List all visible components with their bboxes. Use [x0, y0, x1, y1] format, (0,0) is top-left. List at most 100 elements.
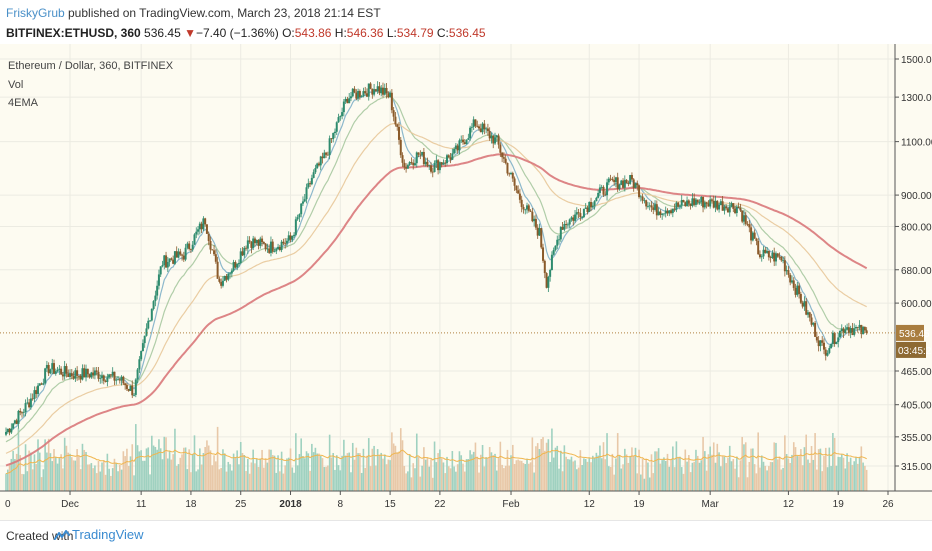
chart-area[interactable]: 1500.00 1300.00 1100.00 900.00 800.00 680.00 6… [0, 44, 932, 520]
candle-body [648, 205, 651, 207]
price-chart[interactable]: 1500.00 1300.00 1100.00 900.00 800.00 680.00 6… [0, 44, 932, 520]
volume-bar [750, 448, 752, 491]
volume-bar [755, 473, 758, 491]
candle-body [157, 274, 160, 286]
candle-body [515, 185, 518, 191]
volume-bar [373, 445, 375, 491]
candle-body [179, 251, 182, 255]
candle-body [664, 210, 667, 214]
volume-bar [142, 460, 144, 491]
volume-bar [579, 450, 582, 491]
candle-body [780, 256, 783, 261]
volume-bar [556, 445, 559, 491]
candle-body [104, 380, 107, 382]
time-axis[interactable]: 0 Dec 11 18 25 2018 8 15 22 Feb 12 19 Mar 12 19 26 [5, 491, 894, 510]
volume-bar [257, 466, 260, 491]
candle-body [657, 211, 660, 216]
volume-bar [355, 447, 358, 491]
y-tick-label: 465.00 [901, 367, 932, 378]
volume-bar [287, 457, 290, 491]
candle-body [643, 200, 646, 202]
high-value: 546.36 [346, 26, 384, 40]
volume-bar [396, 452, 399, 491]
candle-body [163, 255, 166, 266]
volume-bar [794, 447, 797, 491]
candle-body [479, 128, 482, 133]
volume-bar [463, 471, 466, 491]
candle-body [77, 375, 80, 377]
last-price-badge [896, 324, 924, 341]
candle-body [255, 239, 258, 244]
volume-bar [712, 442, 715, 491]
candle-body [506, 163, 509, 174]
candle-body [666, 210, 669, 214]
candle-body [166, 262, 169, 268]
volume-bar [824, 447, 827, 491]
volume-bar [536, 443, 539, 491]
candle-body [620, 180, 623, 185]
candle-body [549, 269, 552, 277]
volume-bar [583, 458, 585, 491]
volume-bar [426, 458, 429, 491]
volume-bar [90, 463, 93, 491]
candle-body [805, 301, 808, 315]
candle-body [453, 148, 456, 154]
candle-body [614, 177, 617, 183]
volume-bar [74, 460, 77, 491]
candle-body [627, 183, 630, 184]
volume-average-line [5, 449, 867, 475]
volume-bar [661, 460, 663, 491]
price-axis[interactable]: 1500.00 1300.00 1100.00 900.00 800.00 680.00 6… [895, 55, 932, 473]
x-tick-label: 26 [882, 499, 894, 510]
volume-bar [723, 456, 726, 491]
candle-body [563, 223, 566, 230]
candle-body [725, 206, 728, 209]
candle-body [381, 87, 384, 95]
candle-body [625, 179, 628, 184]
y-tick-label: 1100.00 [901, 138, 932, 149]
volume-bar [401, 440, 404, 491]
volume-bar [561, 471, 564, 491]
candle-body [808, 312, 811, 318]
candle-body [346, 98, 349, 104]
volume-bar [510, 455, 512, 491]
candle-body [700, 197, 703, 203]
volume-bar [835, 465, 838, 491]
candle-body [22, 411, 25, 413]
candle-body [574, 214, 577, 221]
candle-body [243, 247, 246, 256]
candle-body [757, 240, 760, 255]
author-link[interactable]: FriskyGrub [6, 6, 65, 20]
volume-bar [67, 452, 70, 491]
candle-body [556, 239, 559, 246]
volume-bar [318, 453, 320, 491]
volume-bar [152, 445, 155, 491]
candle-body [138, 359, 141, 370]
volume-bar [181, 454, 183, 491]
candle-body [108, 374, 111, 378]
volume-bar [792, 442, 795, 491]
candle-body [440, 162, 443, 165]
volume-bar [428, 466, 431, 491]
volume-bar [771, 462, 774, 491]
volume-bar [186, 469, 189, 491]
volume-bar [479, 454, 482, 491]
candle-body [595, 197, 598, 202]
candle-body [632, 179, 635, 188]
candle-body [323, 152, 326, 159]
candle-body [175, 251, 178, 258]
candle-body [69, 373, 72, 377]
tradingview-brand[interactable]: TradingView [72, 527, 144, 542]
volume-bar [247, 458, 249, 491]
candle-body [353, 88, 356, 93]
candle-body [774, 253, 777, 262]
volume-bar [641, 458, 644, 491]
volume-bar [327, 465, 329, 491]
volume-bar [462, 463, 464, 491]
candle-body [29, 398, 32, 408]
volume-bar [702, 436, 704, 491]
volume-bar [618, 454, 621, 491]
volume-bar [609, 467, 612, 491]
candle-body [604, 194, 607, 196]
volume-bar [688, 455, 690, 491]
